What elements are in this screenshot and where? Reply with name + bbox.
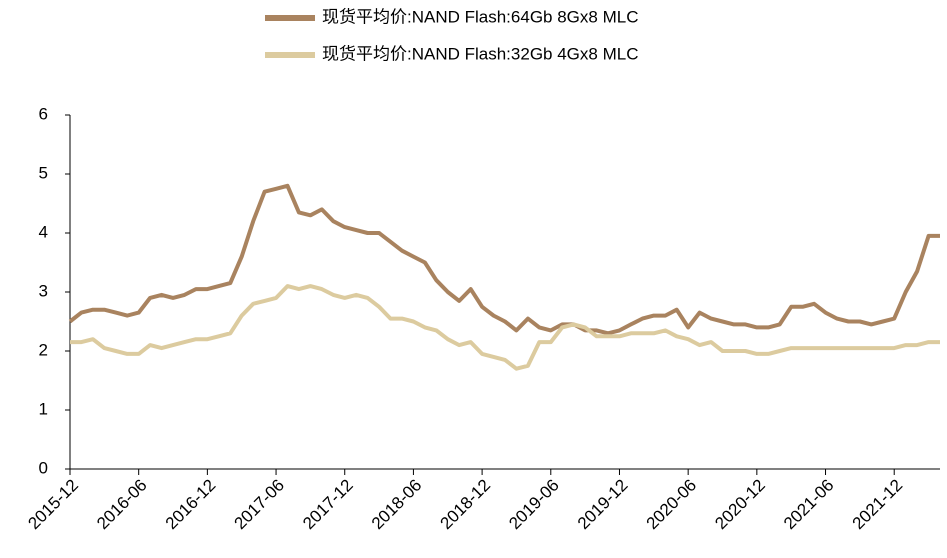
x-tick-label: 2019-12 [574,476,632,534]
x-tick-label: 2016-12 [162,476,220,534]
y-tick-label: 2 [39,340,48,359]
x-tick-label: 2020-06 [643,476,701,534]
y-tick-label: 6 [39,104,48,123]
legend-label: 现货平均价:NAND Flash:64Gb 8Gx8 MLC [322,7,638,26]
x-tick-label: 2018-06 [368,476,426,534]
y-tick-label: 0 [39,458,48,477]
x-tick-label: 2015-12 [24,476,82,534]
series-line [70,284,940,371]
x-tick-label: 2018-12 [437,476,495,534]
x-tick-label: 2017-06 [231,476,289,534]
y-tick-label: 5 [39,163,48,182]
y-tick-label: 3 [39,281,48,300]
y-tick-label: 1 [39,399,48,418]
x-tick-label: 2021-12 [849,476,907,534]
x-tick-label: 2019-06 [505,476,563,534]
x-tick-label: 2016-06 [93,476,151,534]
x-tick-label: 2017-12 [299,476,357,534]
x-tick-label: 2021-06 [780,476,838,534]
x-tick-label: 2020-12 [711,476,769,534]
y-tick-label: 4 [39,222,48,241]
legend-label: 现货平均价:NAND Flash:32Gb 4Gx8 MLC [322,44,638,63]
series-line [68,183,940,336]
